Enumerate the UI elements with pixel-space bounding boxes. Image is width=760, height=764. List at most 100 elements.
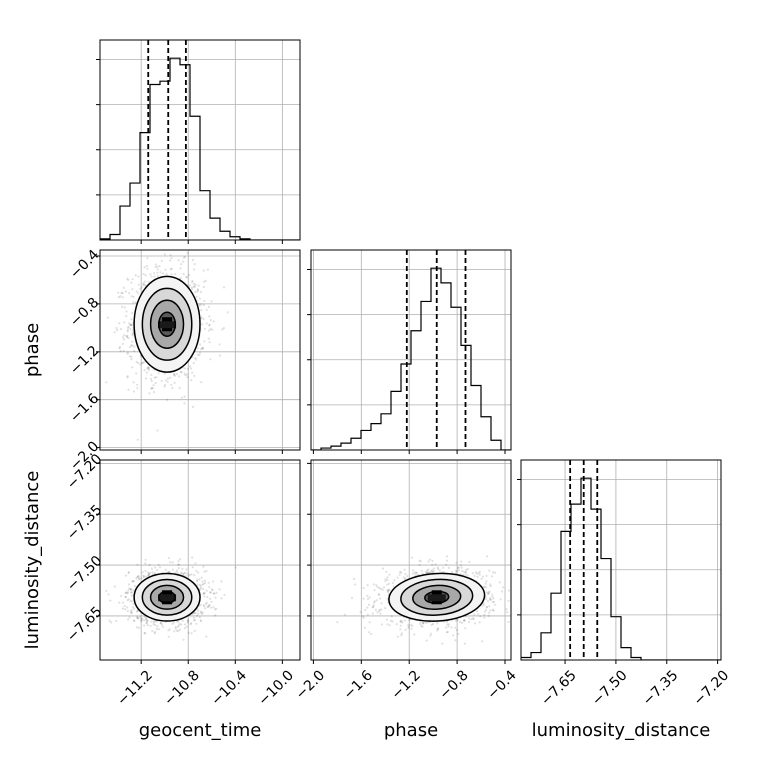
scatter-point: [198, 297, 201, 300]
scatter-point: [186, 618, 189, 621]
scatter-point: [143, 369, 146, 372]
contour-4: [133, 275, 201, 373]
scatter-point: [379, 597, 382, 600]
scatter-point: [151, 387, 154, 390]
scatter-point: [131, 344, 134, 347]
scatter-point: [366, 597, 370, 601]
scatter-point: [488, 590, 491, 593]
scatter-point: [181, 567, 184, 571]
scatter-point: [212, 320, 215, 323]
scatter-point: [160, 623, 163, 626]
scatter-point: [133, 585, 137, 588]
scatter-point: [484, 586, 488, 589]
scatter-point: [143, 632, 147, 635]
scatter-point: [170, 267, 173, 270]
scatter-point: [203, 570, 206, 573]
scatter-point: [482, 603, 485, 607]
scatter-point: [131, 332, 134, 335]
scatter-point: [143, 619, 146, 622]
scatter-point: [446, 623, 449, 626]
histogram-step-geocent_time: [100, 57, 300, 240]
scatter-point: [157, 563, 160, 567]
histogram-panel-phase: [307, 249, 512, 454]
scatter-point: [491, 595, 494, 598]
scatter-point: [129, 324, 132, 327]
scatter-point: [158, 566, 162, 569]
scatter-point: [196, 289, 199, 292]
scatter-point: [174, 626, 177, 629]
scatter-point: [379, 612, 382, 615]
scatter-point: [410, 623, 413, 626]
scatter-point: [142, 282, 145, 285]
scatter-point: [404, 573, 407, 576]
scatter-point: [124, 608, 127, 611]
scatter-point: [124, 591, 127, 595]
scatter-point: [131, 334, 134, 337]
x-tick-label: −7.20: [691, 667, 733, 709]
scatter-point: [163, 253, 166, 256]
scatter-point: [429, 634, 432, 637]
scatter-point: [156, 265, 159, 268]
contour-4: [388, 572, 486, 622]
x-axis-label-geocent_time: geocent_time: [139, 720, 262, 741]
scatter-point: [498, 581, 501, 584]
scatter-point: [399, 619, 402, 622]
scatter-point: [164, 268, 167, 271]
scatter-point: [125, 315, 128, 318]
scatter-point: [143, 283, 146, 286]
scatter-point: [121, 305, 124, 308]
scatter-point: [431, 622, 435, 626]
scatter-point: [426, 571, 429, 574]
scatter-point: [352, 577, 356, 581]
scatter-point: [126, 592, 129, 595]
scatter-point: [375, 584, 378, 587]
scatter-point: [445, 555, 449, 558]
scatter-point: [391, 581, 394, 585]
scatter-point: [131, 288, 134, 291]
scatter-point: [207, 605, 210, 608]
scatter-point: [463, 619, 466, 622]
scatter-point: [121, 601, 125, 604]
scatter-point: [438, 569, 441, 572]
scatter-point: [130, 295, 133, 298]
scatter-point: [140, 286, 143, 289]
scatter-point: [128, 322, 131, 325]
scatter-point: [162, 272, 165, 275]
scatter-point: [215, 591, 218, 594]
scatter-point: [485, 580, 488, 583]
scatter-point: [180, 571, 183, 574]
scatter-point: [207, 604, 210, 607]
scatter-point: [222, 286, 226, 289]
scatter-point: [154, 630, 157, 634]
scatter-point: [460, 621, 463, 625]
scatter-point: [432, 567, 435, 570]
scatter-point: [386, 578, 389, 582]
scatter-point: [505, 608, 508, 611]
scatter-point: [214, 596, 217, 599]
scatter-point: [197, 229, 199, 231]
scatter-point: [199, 343, 202, 346]
scatter-point: [191, 405, 194, 408]
scatter-point: [481, 575, 484, 578]
scatter-point: [445, 620, 448, 623]
scatter-point: [201, 346, 204, 349]
scatter-point: [388, 573, 391, 576]
scatter-point: [430, 623, 433, 627]
scatter-point: [185, 625, 188, 628]
scatter-point: [487, 611, 491, 614]
scatter-point: [474, 571, 477, 574]
scatter-point: [169, 268, 172, 271]
scatter-point: [159, 622, 162, 625]
scatter-point: [139, 620, 142, 623]
scatter-point: [213, 592, 216, 595]
scatter-point: [466, 574, 469, 577]
scatter-point: [431, 559, 434, 562]
scatter-point: [135, 610, 138, 613]
scatter-point: [489, 598, 492, 602]
density-peak: [427, 594, 446, 602]
scatter-point: [431, 569, 434, 572]
scatter-point: [191, 258, 195, 262]
scatter-point: [200, 316, 203, 319]
scatter-point: [128, 616, 131, 619]
scatter-point: [121, 607, 125, 610]
